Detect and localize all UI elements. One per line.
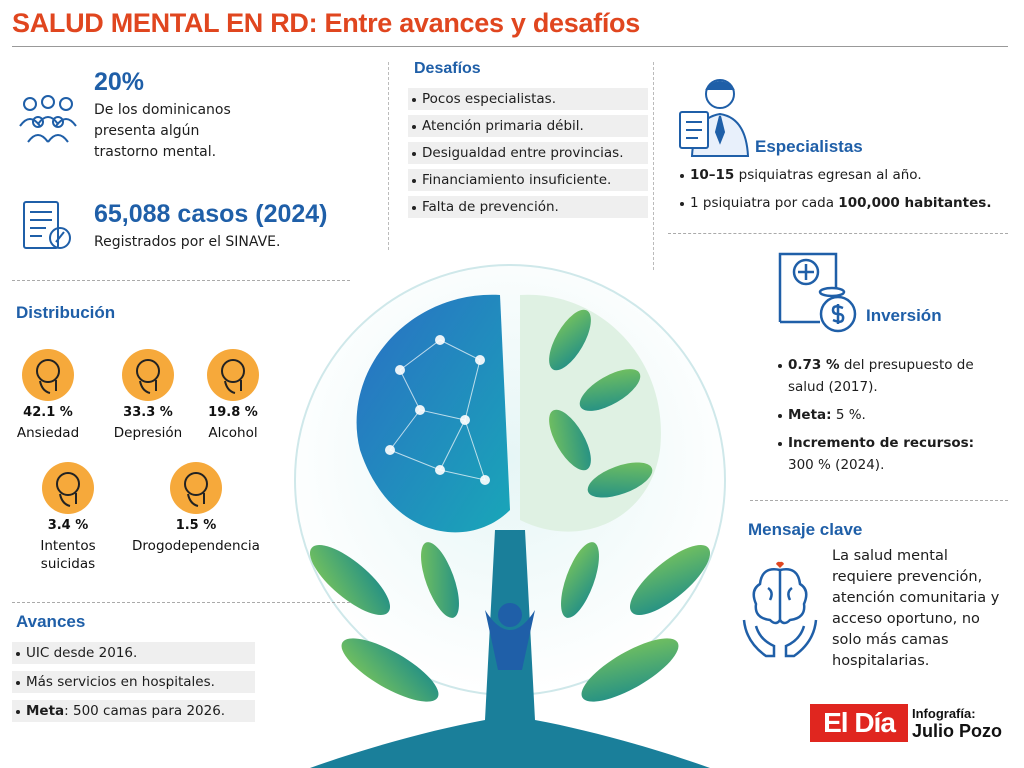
list-text: 100,000 habitantes. xyxy=(838,195,992,211)
money-icon xyxy=(778,252,857,333)
list-item: Falta de prevención. xyxy=(408,196,648,218)
list-text: 0.73 % xyxy=(788,357,840,373)
category-label: Ansiedad xyxy=(16,425,80,441)
stat-value: 65,088 casos (2024) xyxy=(94,200,328,228)
list-text: Más servicios en hospitales. xyxy=(26,674,215,690)
stat-text: Registrados por el SINAVE. xyxy=(94,234,281,250)
list-text: psiquiatras egresan al año. xyxy=(734,167,922,183)
category-value: 1.5 % xyxy=(175,518,217,533)
credit-label: Infografía: xyxy=(912,706,976,721)
list-text: UIC desde 2016. xyxy=(26,645,138,661)
list-text: 300 % (2024). xyxy=(788,457,885,473)
list-item: Meta: 500 camas para 2026. xyxy=(12,700,255,722)
category-label: Depresión xyxy=(113,425,183,441)
list-item: UIC desde 2016. xyxy=(12,642,255,664)
progress-list: UIC desde 2016. Más servicios en hospital… xyxy=(12,642,255,729)
category-icon xyxy=(170,462,222,514)
section-title: Especialistas xyxy=(755,137,863,156)
category-icon xyxy=(122,349,174,401)
list-text: : 500 camas para 2026. xyxy=(64,703,226,719)
challenges-list: Pocos especialistas. Atención primaria dé… xyxy=(408,88,648,223)
divider xyxy=(653,62,654,270)
list-item: Más servicios en hospitales. xyxy=(12,671,255,693)
brand-logo: El Día xyxy=(810,704,908,742)
list-item: Pocos especialistas. xyxy=(408,88,648,110)
list-item: 1 psiquiatra por cada 100,000 habitantes… xyxy=(676,192,1016,214)
people-icon xyxy=(19,95,77,143)
category-value: 19.8 % xyxy=(208,405,258,420)
section-title: Inversión xyxy=(866,306,942,325)
stat-value: 20% xyxy=(94,68,145,96)
list-item: Financiamiento insuficiente. xyxy=(408,169,648,191)
list-text: Financiamiento insuficiente. xyxy=(422,172,612,188)
category-icon xyxy=(207,349,259,401)
list-text: Atención primaria débil. xyxy=(422,118,584,134)
list-item: 10–15 psiquiatras egresan al año. xyxy=(676,164,1016,186)
list-text: 5 %. xyxy=(831,407,866,423)
specialists-list: 10–15 psiquiatras egresan al año. 1 psiqu… xyxy=(676,164,1016,220)
list-text: Pocos especialistas. xyxy=(422,91,557,107)
list-text: Desigualdad entre provincias. xyxy=(422,145,624,161)
tree-illustration xyxy=(294,264,726,768)
investment-list: 0.73 % del presupuesto de salud (2017). M… xyxy=(774,354,984,482)
list-item: Desigualdad entre provincias. xyxy=(408,142,648,164)
category-label: Alcohol xyxy=(208,425,258,441)
credit-name: Julio Pozo xyxy=(912,721,1002,741)
list-text: Meta: xyxy=(788,407,832,423)
category-value: 3.4 % xyxy=(47,518,89,533)
list-text: 1 psiquiatra por cada xyxy=(690,195,839,211)
category-label: Drogodependencia xyxy=(132,538,260,554)
category-icon xyxy=(22,349,74,401)
list-item: Incremento de recursos: 300 % (2024). xyxy=(774,432,984,476)
list-text: del presupuesto de salud (2017). xyxy=(788,357,974,395)
stat-text: De los dominicanos presenta algún trasto… xyxy=(94,102,231,160)
list-item: 0.73 % del presupuesto de salud (2017). xyxy=(774,354,984,398)
category-value: 42.1 % xyxy=(23,405,73,420)
divider xyxy=(12,280,350,281)
list-text: Meta xyxy=(26,703,65,719)
key-message-text: La salud mental requiere prevención, ate… xyxy=(832,548,1000,669)
section-title: Mensaje clave xyxy=(748,520,863,539)
document-icon xyxy=(23,201,71,249)
category-icon xyxy=(42,462,94,514)
divider xyxy=(388,62,389,250)
title-rule xyxy=(12,46,1008,47)
divider xyxy=(750,500,1008,501)
title: SALUD MENTAL EN RD: Entre avances y desa… xyxy=(12,8,640,38)
section-title: Desafíos xyxy=(414,60,481,77)
section-title: Avances xyxy=(16,612,86,631)
list-text: Incremento de recursos: xyxy=(788,435,975,451)
section-title: Distribución xyxy=(16,303,116,322)
divider xyxy=(668,233,1008,234)
list-item: Atención primaria débil. xyxy=(408,115,648,137)
doctor-icon xyxy=(679,79,750,157)
category-value: 33.3 % xyxy=(123,405,173,420)
brain-hands-icon xyxy=(742,561,818,658)
list-text: Falta de prevención. xyxy=(422,199,559,215)
list-item: Meta: 5 %. xyxy=(774,404,984,426)
list-text: 10–15 xyxy=(690,167,735,183)
divider xyxy=(12,602,350,603)
category-label: Intentos suicidas xyxy=(40,538,96,572)
